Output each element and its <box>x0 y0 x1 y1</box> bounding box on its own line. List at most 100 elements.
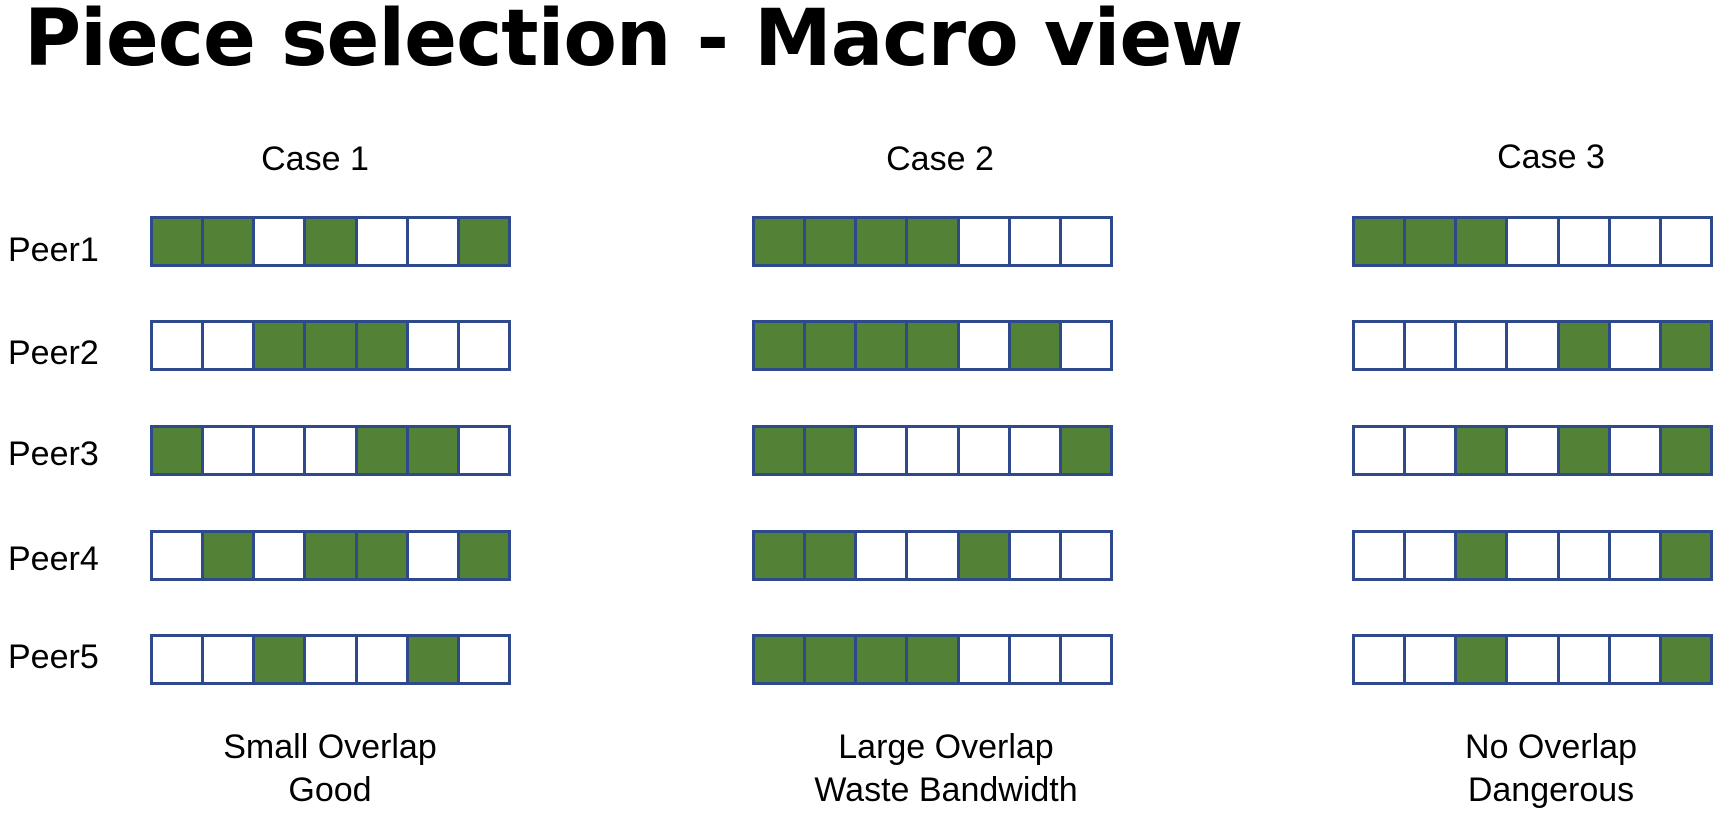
piece-owned <box>1457 219 1509 264</box>
piece-missing <box>1661 219 1710 264</box>
piece-missing <box>1508 219 1560 264</box>
piece-missing <box>1355 637 1407 682</box>
piece-owned <box>857 637 909 682</box>
piece-owned <box>1061 428 1110 473</box>
peer-label-1: Peer1 <box>8 231 99 269</box>
piece-owned <box>255 637 307 682</box>
piece-owned <box>806 428 858 473</box>
piece-missing <box>1355 428 1407 473</box>
piece-missing <box>459 637 508 682</box>
piece-owned <box>1406 219 1458 264</box>
peer-label-4: Peer4 <box>8 540 99 578</box>
case-3-peer-1-bar <box>1352 216 1713 267</box>
piece-missing <box>857 428 909 473</box>
piece-owned <box>408 637 460 682</box>
piece-owned <box>255 323 307 368</box>
piece-missing <box>1010 428 1062 473</box>
case-2-peer-1-bar <box>752 216 1113 267</box>
slide-title: Piece selection - Macro view <box>24 0 1243 84</box>
piece-owned <box>357 428 409 473</box>
piece-missing <box>459 323 508 368</box>
piece-owned <box>357 533 409 578</box>
case-2-peer-2-bar <box>752 320 1113 371</box>
piece-missing <box>1508 637 1560 682</box>
piece-missing <box>1406 428 1458 473</box>
piece-missing <box>1406 637 1458 682</box>
piece-owned <box>1661 533 1710 578</box>
case-3-caption: No Overlap Dangerous <box>1465 726 1637 812</box>
piece-missing <box>1508 323 1560 368</box>
case-3-peer-3-bar <box>1352 425 1713 476</box>
piece-missing <box>1610 637 1662 682</box>
piece-owned <box>408 428 460 473</box>
case-2-peer-3-bar <box>752 425 1113 476</box>
case-1-label: Case 1 <box>261 140 369 178</box>
piece-missing <box>1457 323 1509 368</box>
piece-owned <box>857 219 909 264</box>
case-1-caption-line2: Good <box>288 771 372 809</box>
piece-missing <box>1061 637 1110 682</box>
piece-owned <box>908 219 960 264</box>
case-3-caption-line1: No Overlap <box>1465 728 1637 766</box>
piece-owned <box>959 533 1011 578</box>
piece-owned <box>908 323 960 368</box>
piece-missing <box>306 428 358 473</box>
piece-owned <box>1661 637 1710 682</box>
piece-owned <box>306 219 358 264</box>
piece-owned <box>857 323 909 368</box>
piece-missing <box>204 637 256 682</box>
case-2-caption-line2: Waste Bandwidth <box>814 771 1078 809</box>
piece-owned <box>806 533 858 578</box>
piece-missing <box>357 219 409 264</box>
piece-owned <box>204 533 256 578</box>
peer-label-3: Peer3 <box>8 435 99 473</box>
piece-owned <box>1559 428 1611 473</box>
piece-missing <box>459 428 508 473</box>
piece-missing <box>1010 533 1062 578</box>
piece-missing <box>1559 637 1611 682</box>
piece-owned <box>806 219 858 264</box>
piece-owned <box>459 219 508 264</box>
piece-missing <box>1010 637 1062 682</box>
piece-owned <box>755 533 807 578</box>
piece-owned <box>153 428 205 473</box>
case-3-peer-2-bar <box>1352 320 1713 371</box>
piece-owned <box>306 533 358 578</box>
piece-owned <box>1010 323 1062 368</box>
piece-missing <box>1061 219 1110 264</box>
piece-owned <box>806 323 858 368</box>
piece-owned <box>1457 637 1509 682</box>
piece-missing <box>153 637 205 682</box>
piece-owned <box>1457 428 1509 473</box>
case-3-peer-4-bar <box>1352 530 1713 581</box>
piece-missing <box>959 637 1011 682</box>
case-3-peer-5-bar <box>1352 634 1713 685</box>
case-1-peer-3-bar <box>150 425 511 476</box>
piece-missing <box>306 637 358 682</box>
piece-missing <box>408 219 460 264</box>
piece-missing <box>408 533 460 578</box>
piece-missing <box>153 323 205 368</box>
case-2-caption-line1: Large Overlap <box>838 728 1054 766</box>
piece-owned <box>908 637 960 682</box>
case-1-caption-line1: Small Overlap <box>223 728 437 766</box>
piece-missing <box>1061 323 1110 368</box>
piece-owned <box>1559 323 1611 368</box>
piece-missing <box>153 533 205 578</box>
piece-missing <box>357 637 409 682</box>
piece-owned <box>1355 219 1407 264</box>
piece-owned <box>1661 323 1710 368</box>
piece-owned <box>204 219 256 264</box>
piece-missing <box>1061 533 1110 578</box>
piece-missing <box>908 533 960 578</box>
peer-label-2: Peer2 <box>8 334 99 372</box>
case-2-peer-4-bar <box>752 530 1113 581</box>
piece-missing <box>1610 323 1662 368</box>
piece-missing <box>1406 323 1458 368</box>
piece-missing <box>1010 219 1062 264</box>
piece-owned <box>755 219 807 264</box>
piece-owned <box>1661 428 1710 473</box>
piece-missing <box>1406 533 1458 578</box>
piece-missing <box>1355 323 1407 368</box>
piece-missing <box>204 323 256 368</box>
